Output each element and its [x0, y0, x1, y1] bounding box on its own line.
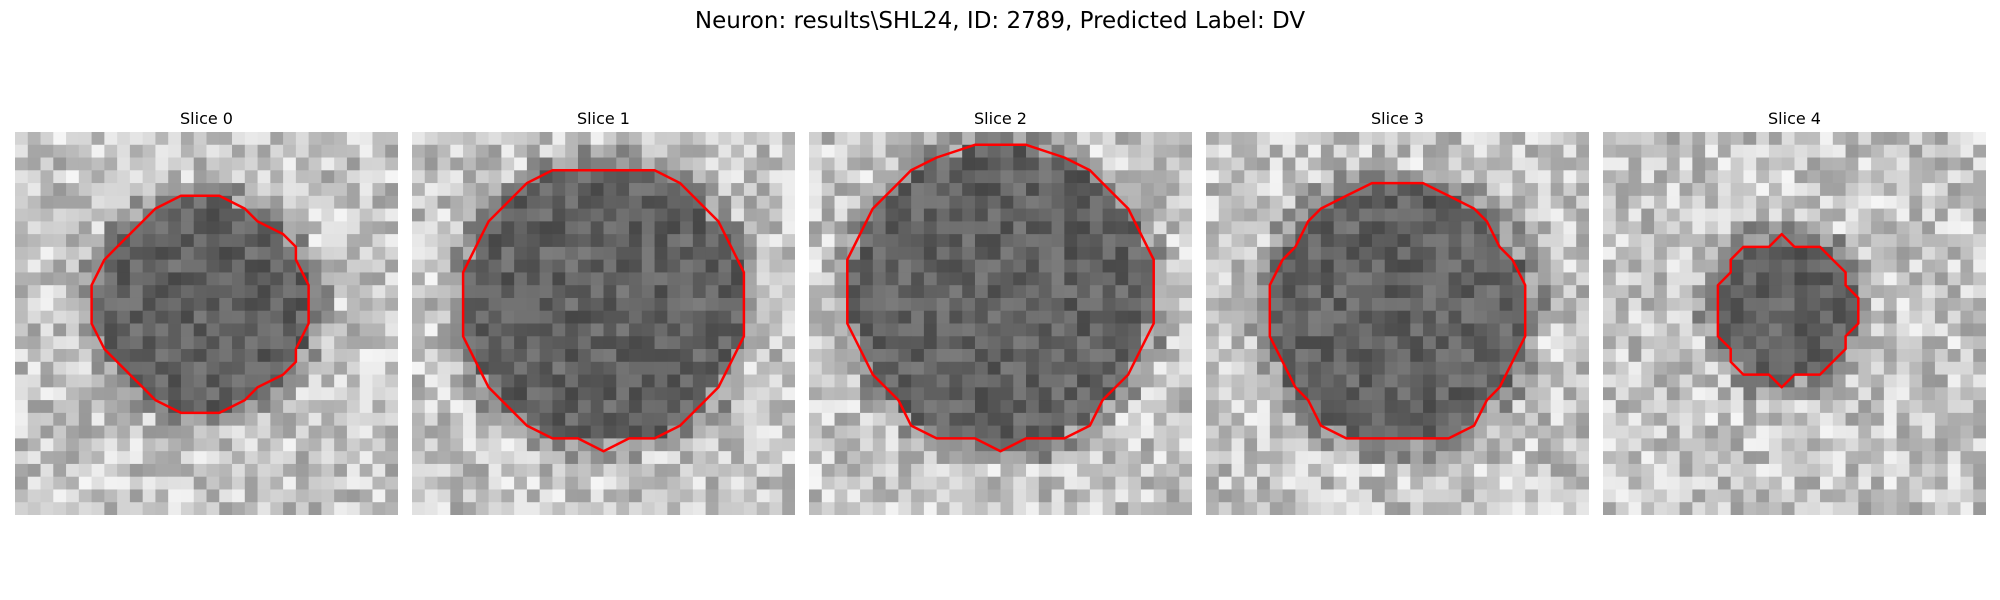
- slice-title-3: Slice 3: [1371, 109, 1424, 128]
- slice-title-1: Slice 1: [577, 109, 630, 128]
- neuron-contour: [1716, 232, 1860, 389]
- pixel-grid: [809, 132, 1192, 515]
- slice-image-3: [1206, 132, 1589, 515]
- slice-title-0: Slice 0: [180, 109, 233, 128]
- slice-image-1: [412, 132, 795, 515]
- pixel-grid: [15, 132, 398, 515]
- slice-image-2: [809, 132, 1192, 515]
- slice-panel-4: Slice 4: [1603, 110, 1986, 515]
- slice-image-4: [1603, 132, 1986, 515]
- pixel-grid: [1603, 132, 1986, 515]
- slice-title-4: Slice 4: [1768, 109, 1821, 128]
- pixel-grid: [1206, 132, 1589, 515]
- slice-title-2: Slice 2: [974, 109, 1027, 128]
- slice-panel-1: Slice 1: [412, 110, 795, 515]
- neuron-contour: [846, 143, 1155, 453]
- slice-panel-0: Slice 0: [15, 110, 398, 515]
- neuron-contour: [461, 169, 746, 453]
- figure-title: Neuron: results\SHL24, ID: 2789, Predict…: [694, 8, 1306, 34]
- slice-panel-3: Slice 3: [1206, 110, 1589, 515]
- slice-panel-2: Slice 2: [809, 110, 1192, 515]
- neuron-contour: [1268, 181, 1527, 440]
- pixel-grid: [412, 132, 795, 515]
- slice-image-0: [15, 132, 398, 515]
- neuron-contour: [90, 194, 310, 415]
